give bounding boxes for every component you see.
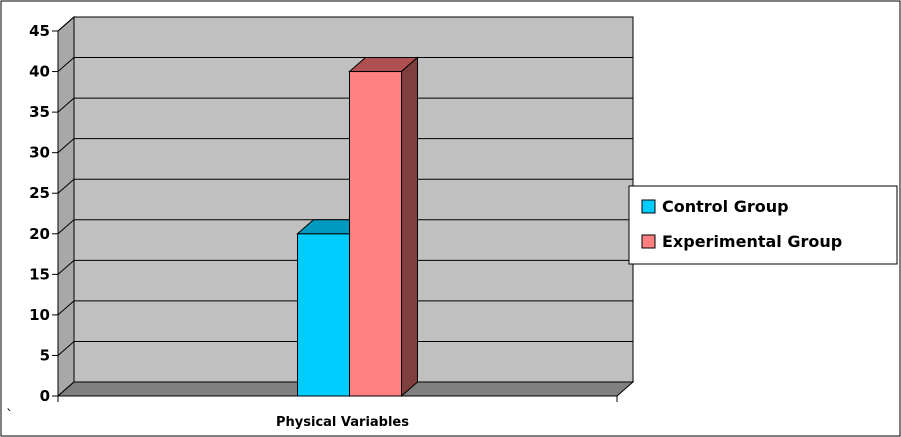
gridline-side — [57, 16, 75, 32]
y-tick-label: 20 — [29, 225, 50, 243]
gridline-side — [57, 57, 75, 72]
legend-swatch — [641, 199, 656, 214]
y-tick-label: 15 — [29, 265, 50, 283]
y-tick-label: 25 — [29, 184, 50, 202]
gridline-side — [57, 178, 75, 194]
gridline-side — [57, 219, 75, 235]
bar-front — [297, 233, 350, 397]
bar-front — [349, 71, 402, 397]
legend-box — [628, 185, 898, 265]
legend-swatch — [641, 234, 656, 249]
gridline-side — [57, 341, 75, 356]
gridline-side — [57, 300, 75, 316]
y-tick-label: 10 — [29, 306, 50, 324]
legend-label: Experimental Group — [662, 232, 842, 251]
gridline-side — [57, 259, 75, 275]
legend-label: Control Group — [662, 197, 789, 216]
x-category-label: Physical Variables — [276, 415, 409, 430]
y-tick-label: 35 — [29, 103, 50, 121]
y-tick-label: 45 — [29, 22, 50, 40]
plot-area: 0 5 10 15 20 25 30 35 40 45 Physical Variables — [29, 15, 635, 430]
y-tick-label: 40 — [29, 63, 50, 81]
stray-mark: ` — [6, 408, 13, 424]
side-wall — [57, 15, 75, 398]
gridline-side — [57, 97, 75, 113]
bar-side — [401, 56, 418, 398]
y-tick-label: 0 — [40, 387, 50, 405]
y-tick-label: 5 — [40, 346, 50, 364]
y-tick-label: 30 — [29, 144, 50, 162]
legend: Control Group Experimental Group — [628, 185, 898, 265]
gridline-side — [57, 138, 75, 154]
